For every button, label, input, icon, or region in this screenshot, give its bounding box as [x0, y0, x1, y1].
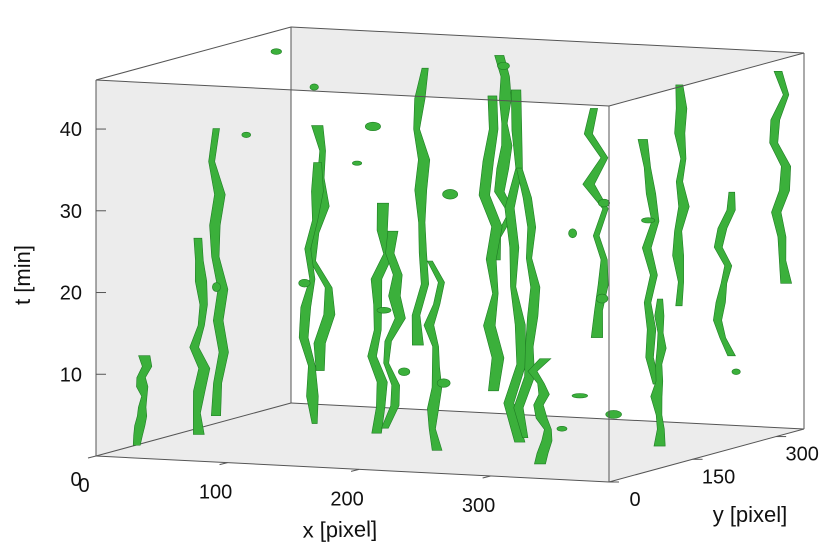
- y-tick-label: 150: [702, 466, 735, 488]
- y-tick-label: 300: [785, 444, 818, 466]
- t-tick-label: 10: [60, 364, 82, 386]
- t-tick-label: 40: [60, 119, 82, 141]
- x-tick-label: 100: [199, 482, 232, 504]
- isosurface-fragment: [641, 217, 656, 224]
- isosurface-fragment: [364, 121, 381, 132]
- t-tick-label: 20: [60, 283, 82, 305]
- isosurface-strand: [380, 230, 406, 429]
- isosurface-fragment: [598, 198, 610, 208]
- isosurface-strand: [411, 67, 431, 346]
- x-tick-mark: [87, 455, 97, 459]
- plot-box-back: [95, 26, 805, 482]
- x-tick-label: 0: [78, 475, 89, 497]
- axis-ticks: 0 100 200 300 0 150 300 10 20 30 40 0: [60, 119, 819, 517]
- t-tick-label: 0: [70, 469, 81, 491]
- isosurface-strand: [672, 84, 690, 307]
- box-edge-front: [608, 428, 805, 483]
- isosurface-fragment: [595, 293, 609, 304]
- isosurface-strand: [637, 139, 660, 385]
- isosurface-strand: [650, 298, 667, 447]
- isosurface-strand: [298, 162, 324, 424]
- y-axis-label: y [pixel]: [713, 502, 788, 527]
- x-tick-mark: [482, 475, 491, 479]
- box-edge-back: [95, 26, 292, 81]
- y-tick-label: 0: [629, 489, 640, 511]
- isosurface-strand: [527, 358, 553, 465]
- x-tick-mark: [350, 468, 360, 472]
- isosurface-fragment: [376, 307, 392, 314]
- isosurface-fragment: [241, 131, 252, 138]
- isosurface-strand: [208, 128, 229, 417]
- isosurface-fragment: [605, 410, 622, 419]
- isosurface-fragment: [442, 189, 459, 200]
- isosurface-fragment: [309, 83, 319, 91]
- x-tick-label: 200: [330, 488, 363, 510]
- isosurface-fragment: [571, 393, 588, 399]
- isosurface-fragment: [568, 228, 577, 239]
- isosurface-fragment: [497, 61, 510, 70]
- isosurface-strand: [367, 202, 394, 434]
- isosurface-strands: [132, 48, 793, 465]
- isosurface-fragment: [270, 48, 282, 55]
- isosurface-strand: [769, 71, 793, 284]
- isosurface-strand: [478, 95, 505, 392]
- box-edge-back: [290, 26, 805, 54]
- isosurface-strand: [713, 191, 736, 357]
- isosurface-fragment: [398, 367, 411, 376]
- isosurface-fragment: [212, 282, 221, 292]
- box-background: [96, 27, 804, 482]
- isosurface-fragment: [731, 368, 741, 375]
- isosurface-strand: [582, 108, 609, 338]
- x-axis-label: x [pixel]: [302, 516, 377, 542]
- box-edge-front: [95, 79, 610, 107]
- isosurface-strand: [132, 355, 153, 446]
- box-edge-front: [95, 455, 610, 483]
- isosurface-strand: [309, 125, 336, 371]
- x-tick-mark: [219, 462, 228, 466]
- isosurface-fragment: [352, 160, 363, 166]
- x-tick-label: 300: [462, 495, 495, 517]
- isosurface-fragment: [298, 278, 311, 288]
- box-edge-front: [608, 52, 805, 107]
- t-axis-label: t [min]: [10, 245, 35, 305]
- isosurface-strand: [189, 237, 211, 435]
- plot-box-front: [95, 52, 805, 483]
- isosurface-strand: [423, 260, 445, 451]
- isosurface-fragment: [556, 426, 568, 432]
- isosurface-fragment: [436, 378, 451, 388]
- t-tick-label: 30: [60, 201, 82, 223]
